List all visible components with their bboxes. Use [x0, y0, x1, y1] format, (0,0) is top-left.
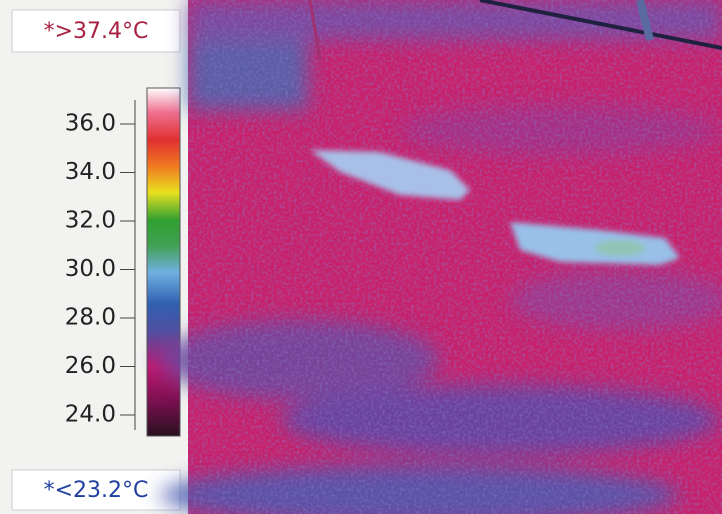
thermal-screen: *>37.4°C *<23.2°C 36.0 34.0 32.0 30.0 28.0 26… [0, 0, 722, 514]
tick-label: 24.0 [65, 402, 116, 428]
color-bar [147, 88, 180, 436]
tick-label: 28.0 [65, 305, 116, 331]
tick-label: 36.0 [65, 111, 116, 137]
thermal-image [160, 0, 722, 514]
tick-label: 34.0 [65, 159, 116, 185]
tick-label: 30.0 [65, 256, 116, 282]
tick-label: 26.0 [65, 353, 116, 379]
tick-label: 32.0 [65, 208, 116, 234]
max-label: *>37.4°C [44, 19, 149, 44]
min-label: *<23.2°C [44, 478, 149, 503]
